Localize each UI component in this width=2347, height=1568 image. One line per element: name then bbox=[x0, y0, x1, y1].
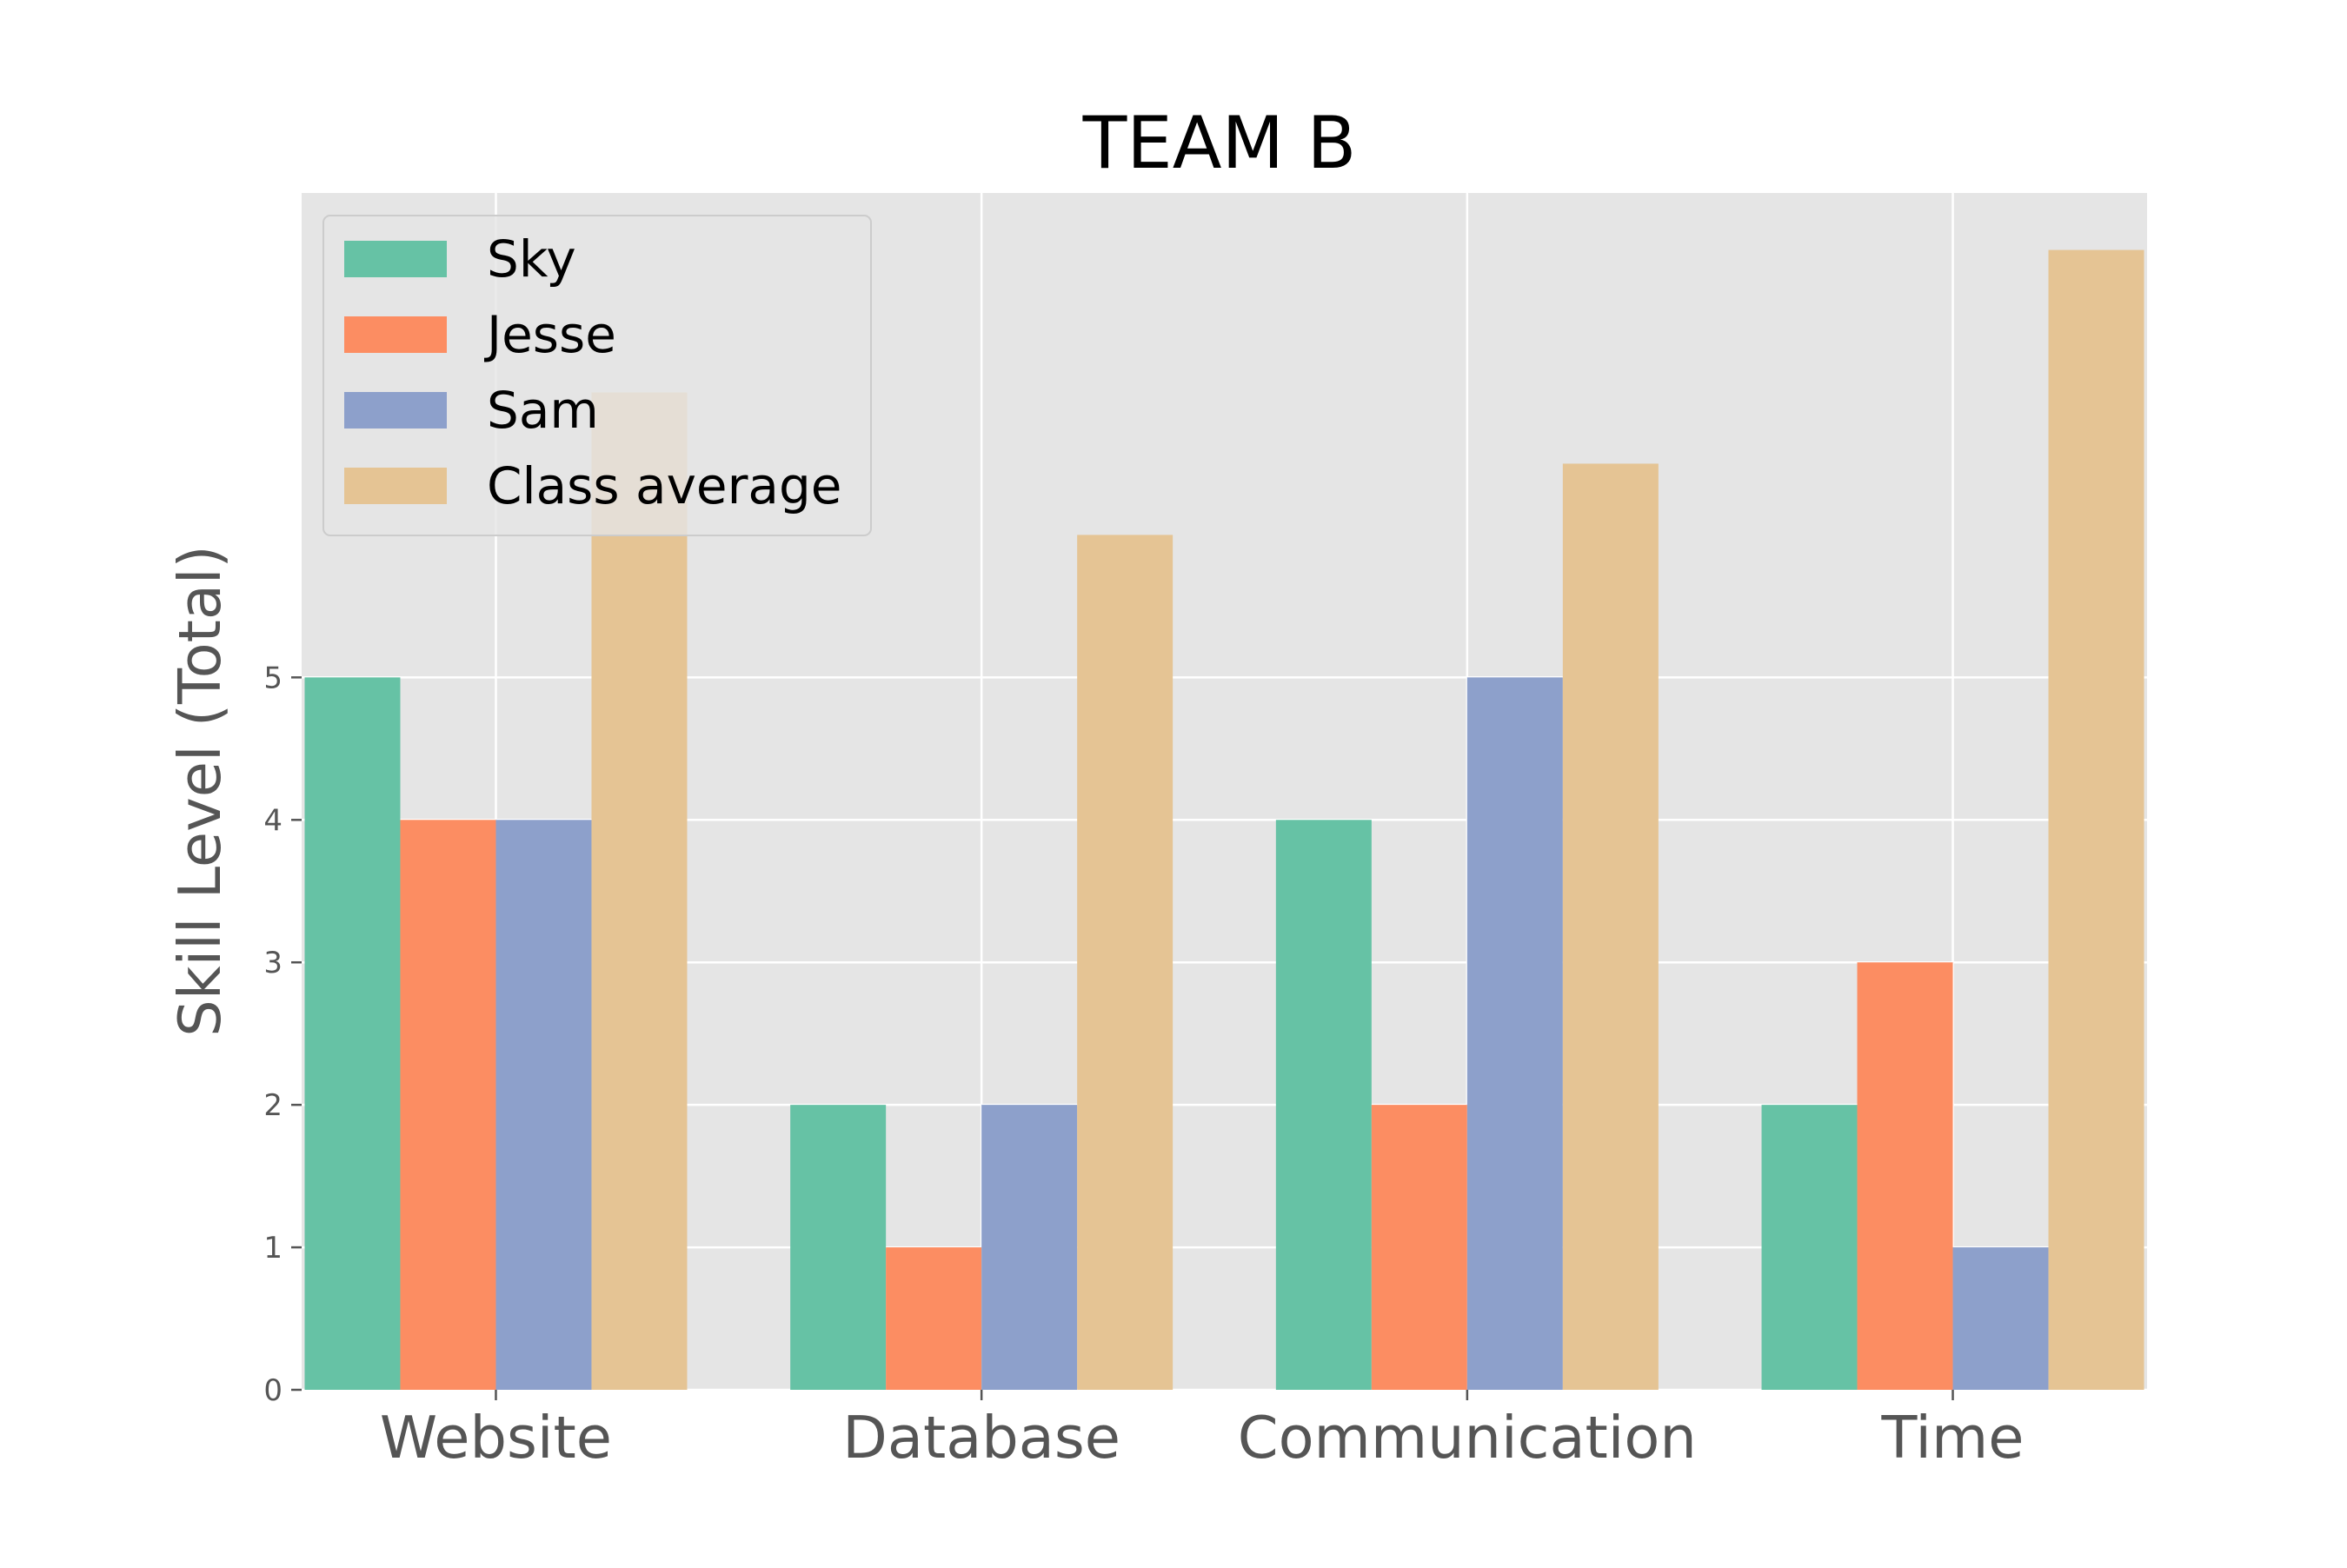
y-axis-label: Skill Level (Total) bbox=[166, 545, 234, 1036]
bar-jesse bbox=[886, 1247, 982, 1390]
legend-label: Class average bbox=[487, 456, 841, 515]
bar-class-average bbox=[1077, 535, 1174, 1390]
bar-class-average bbox=[1562, 463, 1659, 1390]
bar-sky bbox=[1761, 1105, 1858, 1390]
x-tick-label: Database bbox=[842, 1404, 1120, 1472]
legend-swatch bbox=[344, 392, 447, 429]
y-tick-label: 0 bbox=[263, 1373, 283, 1408]
bars bbox=[304, 249, 2144, 1391]
bar-sky bbox=[304, 677, 401, 1390]
y-tick-label: 1 bbox=[263, 1231, 283, 1266]
bar-sky bbox=[1275, 820, 1372, 1390]
y-tick-label: 2 bbox=[263, 1088, 283, 1123]
legend-swatch bbox=[344, 241, 447, 277]
legend-label: Jesse bbox=[484, 305, 616, 364]
bar-sky bbox=[790, 1105, 887, 1390]
x-tick-label: Time bbox=[1881, 1404, 2025, 1472]
bar-sam bbox=[495, 820, 592, 1390]
bar-jesse bbox=[400, 820, 496, 1390]
y-tick-label: 4 bbox=[263, 803, 283, 838]
y-tick-label: 3 bbox=[263, 946, 283, 980]
legend-swatch bbox=[344, 468, 447, 504]
bar-sam bbox=[981, 1105, 1078, 1390]
legend-swatch bbox=[344, 316, 447, 353]
legend: Sky Jesse Sam Class average bbox=[322, 215, 872, 536]
chart-title: TEAM B bbox=[1082, 101, 1357, 185]
bar-class-average bbox=[2048, 249, 2144, 1391]
bar-sam bbox=[1952, 1247, 2049, 1390]
legend-label: Sky bbox=[487, 229, 576, 289]
x-tick-label: Communication bbox=[1238, 1404, 1697, 1472]
legend-label: Sam bbox=[487, 381, 599, 440]
x-tick-label: Website bbox=[380, 1404, 612, 1472]
bar-jesse bbox=[1371, 1105, 1467, 1390]
bar-sam bbox=[1466, 677, 1563, 1390]
axes: 0 1 2 3 4 5 Website Database Communication Time bbox=[263, 661, 2024, 1472]
bar-class-average bbox=[591, 392, 688, 1390]
legend-box bbox=[322, 215, 872, 536]
y-tick-label: 5 bbox=[263, 661, 283, 695]
bar-jesse bbox=[1857, 962, 1953, 1390]
